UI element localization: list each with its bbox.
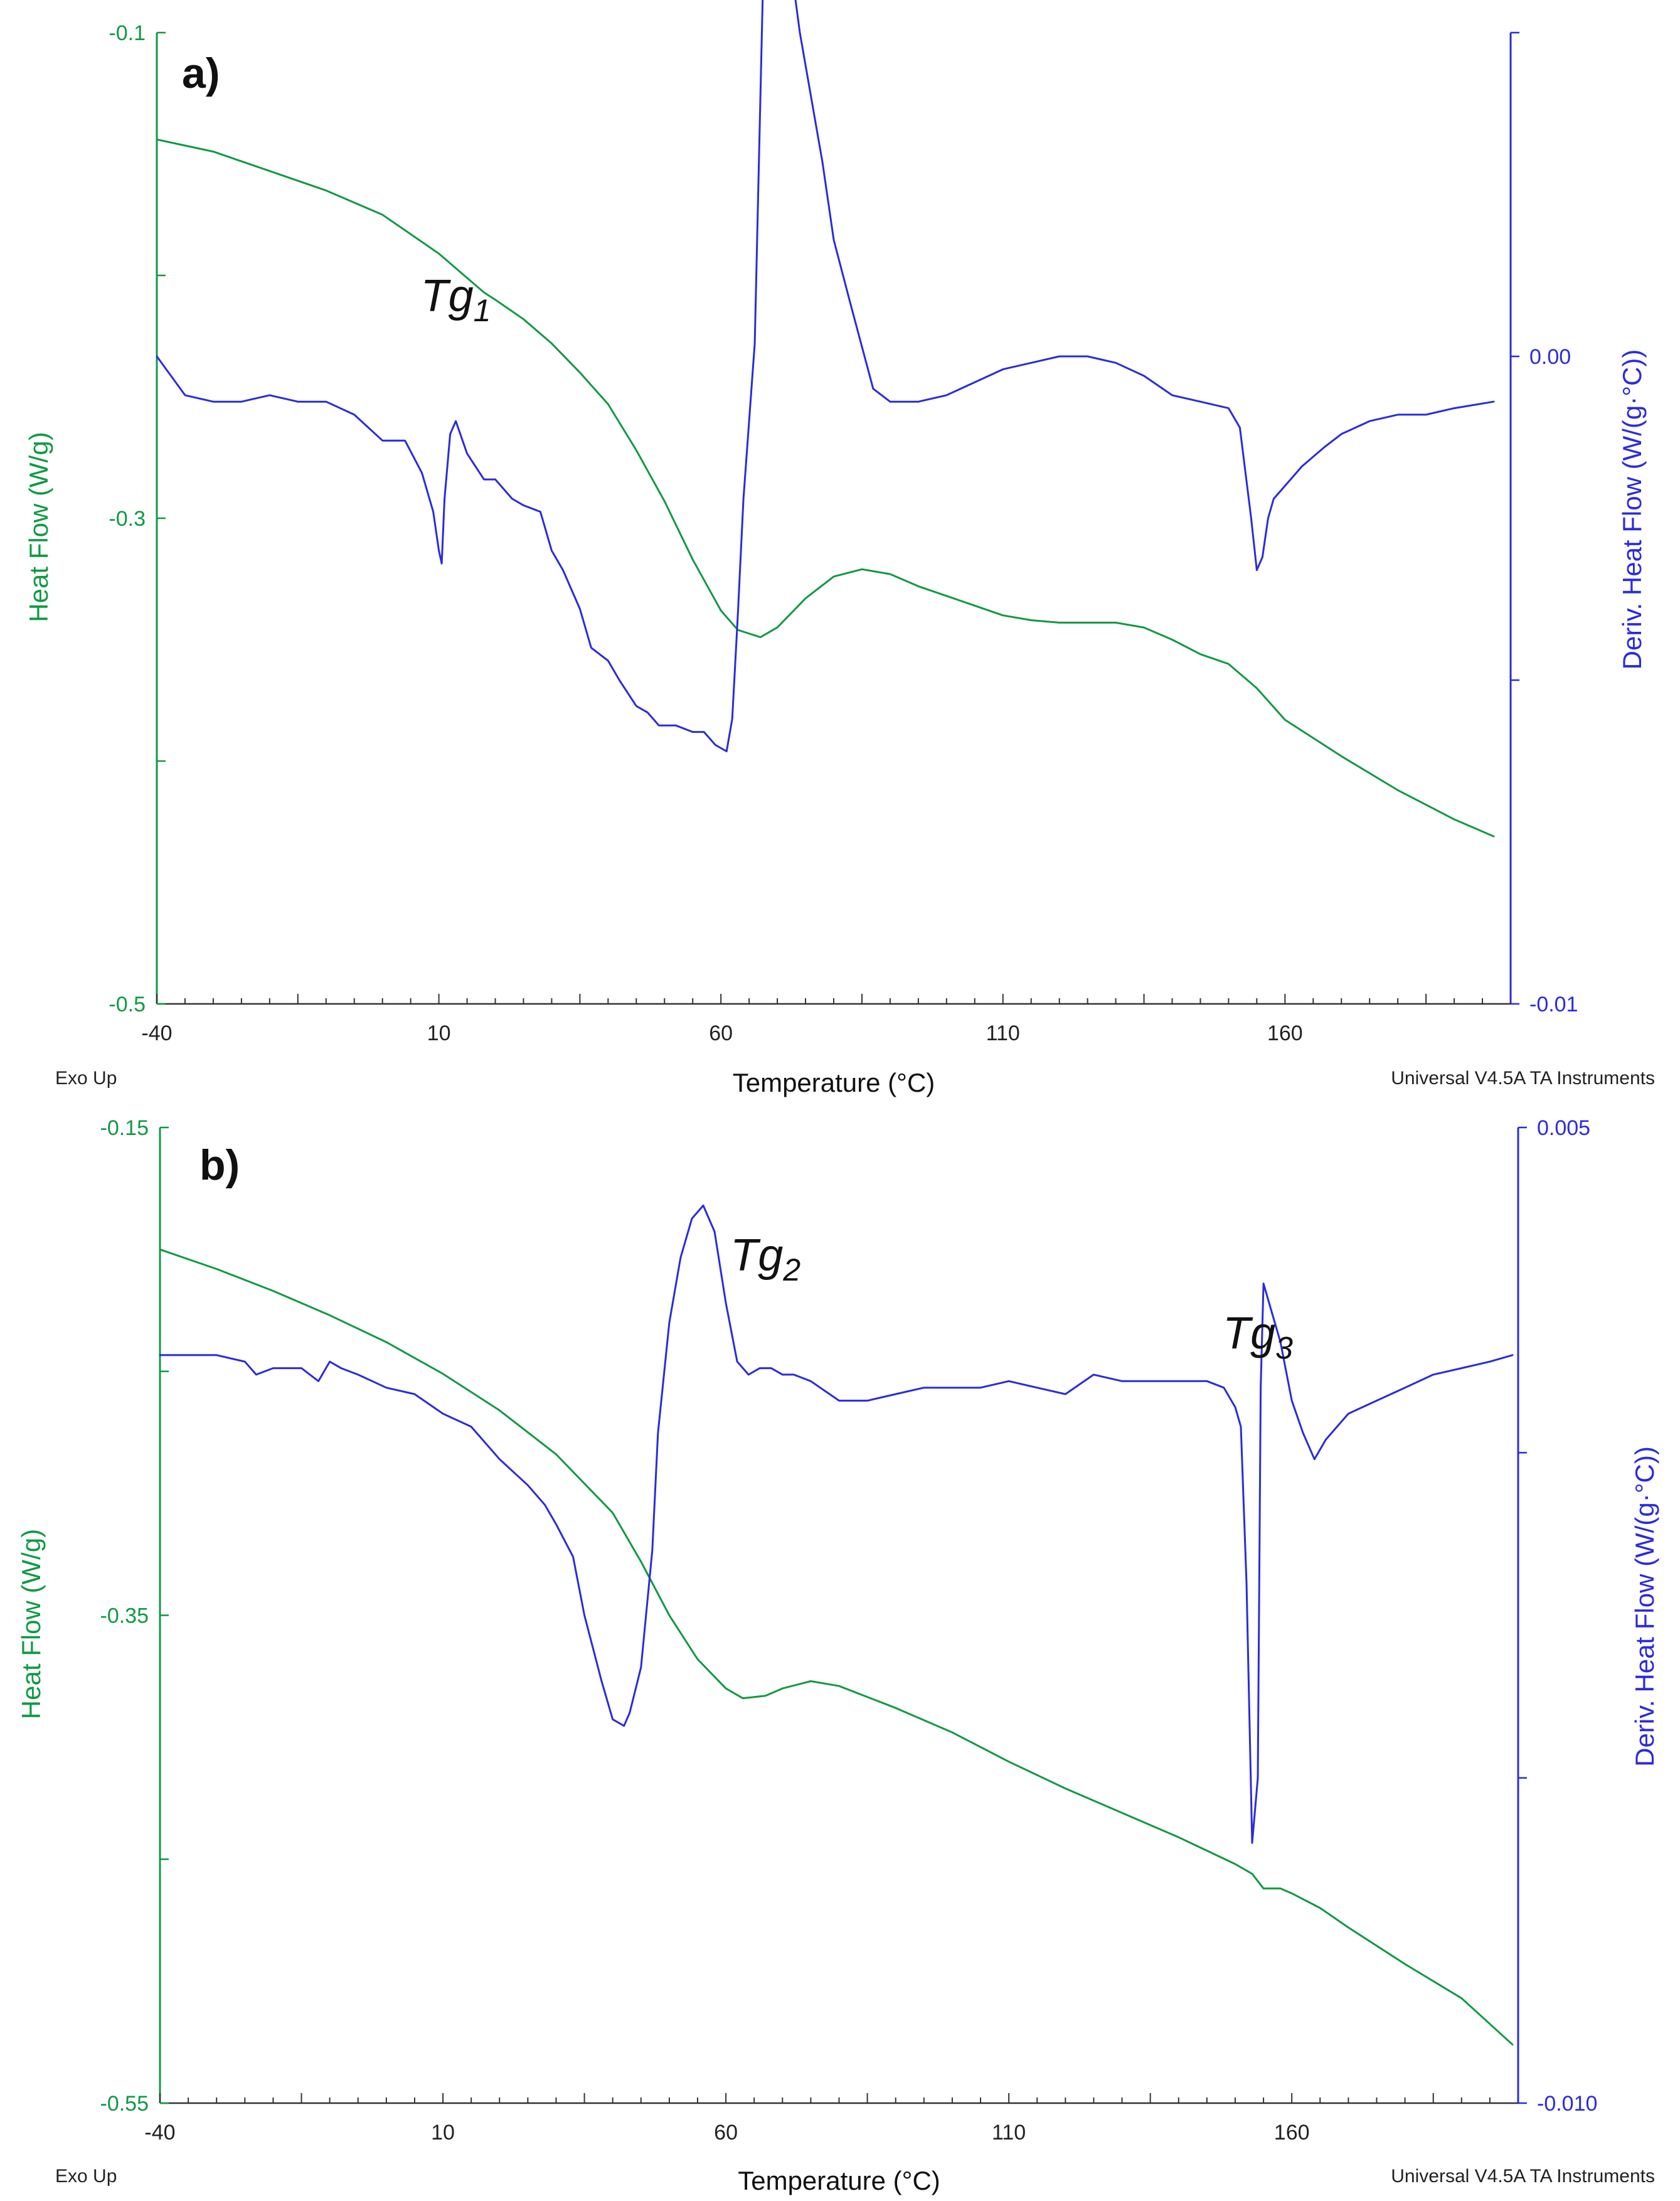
x-tick-label: 110	[986, 1021, 1020, 1045]
left-y-tick-label: -0.35	[100, 1604, 149, 1628]
chart-panel-b: -40 10 60 110 160 -0.15 -0.35 -0.55 0.005 -0.010 T…	[16, 1116, 1659, 2195]
chart-panel-a: -40 10 60 110 160 -0.1 -0.3 -0.5 0.00 -0.01 Temper…	[24, 0, 1655, 1097]
right-y-tick-label: 0.005	[1537, 1116, 1590, 1140]
x-tick-label: 110	[992, 2121, 1026, 2145]
panel-label: a)	[182, 50, 220, 97]
left-y-tick-label: -0.1	[109, 21, 146, 45]
right-y-tick-label: -0.010	[1537, 2092, 1597, 2116]
right-y-axis-title: Deriv. Heat Flow (W/(g·°C))	[1630, 1446, 1659, 1767]
x-tick-label: -40	[144, 2121, 175, 2145]
exo-up-label: Exo Up	[55, 2166, 117, 2187]
tg-annotation: Tg3	[1223, 1308, 1293, 1365]
panel-label: b)	[199, 1141, 240, 1189]
heat-flow-line	[159, 1248, 1514, 2046]
left-y-tick-label: -0.5	[109, 993, 146, 1016]
instrument-label: Universal V4.5A TA Instruments	[1391, 2166, 1655, 2187]
right-y-axis-title: Deriv. Heat Flow (W/(g·°C))	[1617, 349, 1647, 670]
instrument-label: Universal V4.5A TA Instruments	[1391, 1068, 1655, 1089]
left-y-tick-label: -0.15	[100, 1116, 149, 1140]
x-tick-label: 60	[714, 2121, 738, 2145]
heat-flow-line	[156, 138, 1495, 838]
exo-up-label: Exo Up	[55, 1068, 117, 1089]
tg-annotation: Tg2	[730, 1230, 800, 1287]
tg-annotation: Tg1	[421, 271, 491, 328]
x-tick-label: 60	[709, 1021, 733, 1045]
left-y-axis-title: Heat Flow (W/g)	[16, 1529, 46, 1719]
x-tick-label: 160	[1267, 1021, 1303, 1045]
x-tick-label: 10	[427, 1021, 451, 1045]
x-tick-label: 160	[1274, 2121, 1310, 2145]
right-y-tick-label: 0.00	[1529, 345, 1571, 369]
x-axis-title: Temperature (°C)	[738, 2166, 940, 2195]
left-y-tick-label: -0.3	[109, 507, 146, 531]
right-y-tick-label: -0.01	[1529, 993, 1578, 1016]
deriv-heat-flow-line	[156, 0, 1495, 752]
x-tick-label: 10	[431, 2121, 455, 2145]
left-y-tick-label: -0.55	[100, 2092, 149, 2116]
left-y-axis-title: Heat Flow (W/g)	[24, 432, 53, 622]
deriv-heat-flow-line	[159, 1204, 1514, 1844]
x-tick-label: -40	[141, 1021, 172, 1045]
x-axis-title: Temperature (°C)	[733, 1068, 935, 1097]
